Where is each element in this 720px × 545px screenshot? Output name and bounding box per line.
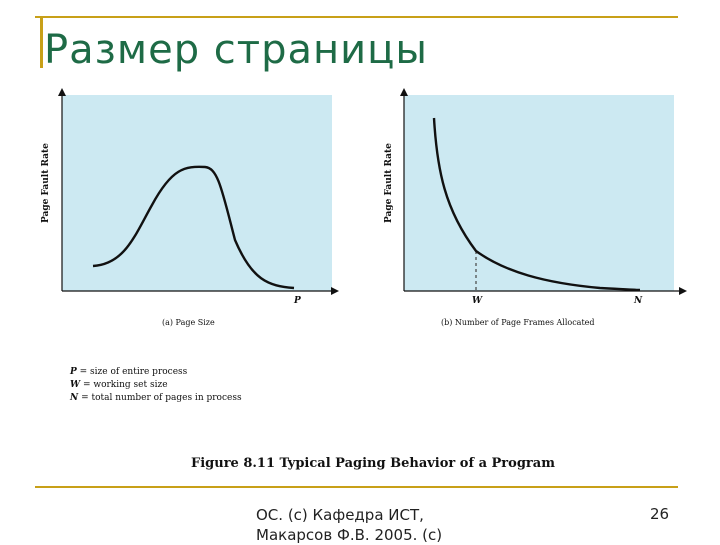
legend-text-p: = size of entire process [77,367,188,377]
left-y-axis-label: Page Fault Rate [41,143,51,223]
title-accent-bar [40,16,43,68]
page-frames-curve [432,117,641,292]
page-size-curve [92,165,295,290]
right-y-axis-label: Page Fault Rate [384,143,394,223]
left-x-marker-p: P [293,296,301,306]
legend-text-n: = total number of pages in process [78,393,242,403]
legend-symbol-n: N [69,393,79,403]
legend-symbol-w: W [70,380,81,390]
left-panel-background [62,95,332,291]
legend-symbol-p: P [69,367,77,377]
legend-text-w: = working set size [80,380,167,390]
right-x-axis-label: (b) Number of Page Frames Allocated [441,318,595,327]
slide-footer: ОС. (с) Кафедра ИСТ, Макарсов Ф.В. 2005.… [256,506,443,544]
paging-behavior-figure: Page Fault Rate P (a) Page Size Page Fau… [41,88,687,471]
bottom-decorative-rule [35,486,678,488]
right-panel-background [404,95,674,291]
figure-caption: Figure 8.11 Typical Paging Behavior of a… [191,456,555,471]
right-x-marker-w: W [472,296,483,306]
legend-line-p: P = size of entire process [69,367,188,377]
legend-line-w: W = working set size [70,380,168,390]
right-panel: Page Fault Rate W N (b) Number of Page F… [384,88,687,327]
legend-line-n: N = total number of pages in process [69,393,242,403]
slide-title: Размер страницы [44,27,428,73]
left-x-axis-label: (a) Page Size [162,318,215,327]
left-panel: Page Fault Rate P (a) Page Size [41,88,339,327]
symbol-legend: P = size of entire process W = working s… [69,367,242,403]
slide-page-number: 26 [650,505,670,523]
top-decorative-rule [35,16,678,18]
right-x-marker-n: N [633,296,643,306]
